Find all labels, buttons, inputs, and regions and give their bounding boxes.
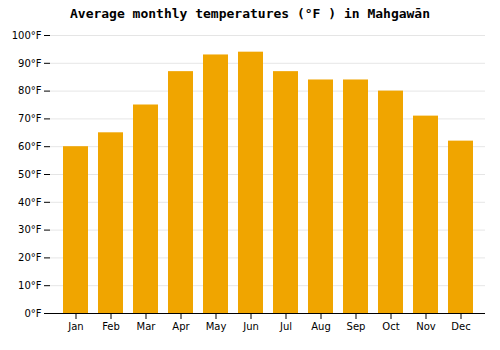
svg-text:0°F: 0°F [24,308,41,319]
svg-text:Mar: Mar [137,321,157,332]
svg-text:Sep: Sep [347,321,366,332]
svg-text:50°F: 50°F [18,169,42,180]
svg-text:Oct: Oct [382,321,399,332]
svg-text:60°F: 60°F [18,141,42,152]
svg-text:Jun: Jun [242,321,259,332]
svg-text:80°F: 80°F [18,85,42,96]
svg-text:May: May [206,321,227,332]
svg-text:10°F: 10°F [18,280,42,291]
svg-text:Jan: Jan [67,321,83,332]
svg-text:Dec: Dec [451,321,470,332]
svg-text:Jul: Jul [279,321,292,332]
svg-text:Apr: Apr [172,321,190,332]
svg-text:100°F: 100°F [12,30,42,41]
svg-text:Feb: Feb [102,321,120,332]
svg-text:20°F: 20°F [18,252,42,263]
svg-text:30°F: 30°F [18,224,42,235]
svg-text:40°F: 40°F [18,197,42,208]
svg-text:Nov: Nov [416,321,436,332]
svg-text:Aug: Aug [311,321,331,332]
svg-text:70°F: 70°F [18,113,42,124]
svg-text:90°F: 90°F [18,58,42,69]
html-text:Average monthly temperatures (: Average monthly temperatures (°F ) in Ma… [70,6,430,21]
